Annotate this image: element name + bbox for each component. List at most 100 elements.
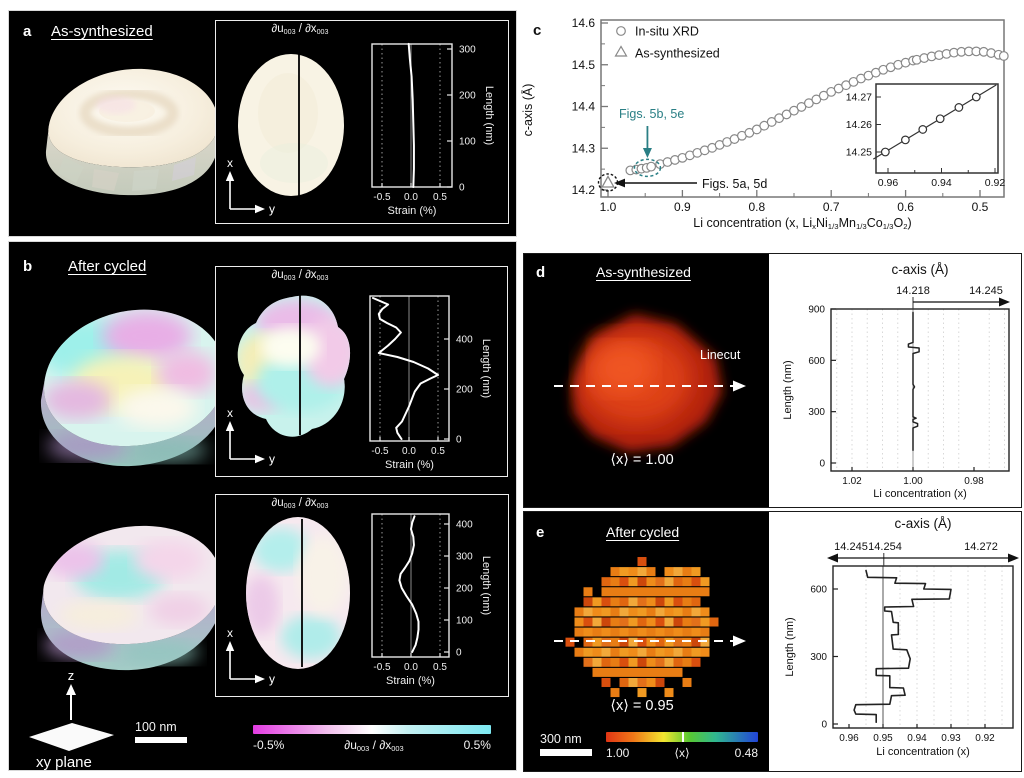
- panel-d-plot-area: 1.02 1.00 0.98 0 300 600 900 Li concentration (…: [769, 254, 1021, 507]
- svg-text:Strain (%): Strain (%): [385, 459, 434, 471]
- particle-3d-cycled-bottom: [40, 525, 222, 671]
- svg-text:c-axis (Å): c-axis (Å): [895, 516, 952, 531]
- z-axis-xy-plane-icon: z xy plane: [29, 668, 114, 770]
- svg-text:As-synthesized: As-synthesized: [635, 47, 720, 61]
- svg-text:0.94: 0.94: [931, 177, 952, 189]
- svg-text:14.26: 14.26: [846, 119, 872, 131]
- svg-text:0: 0: [459, 183, 465, 194]
- panel-a: a As-synthesized ∂u0: [8, 10, 517, 237]
- avg-x-label-d: ⟨x⟩ = 1.00: [610, 452, 674, 468]
- panel-e: e After cycled ⟨x⟩ = 0.95 300 nm 1.00: [523, 511, 1022, 772]
- panel-e-plot-area: 0.96 0.95 0.94 0.93 0.92 0 300 600 Li concentrat…: [769, 512, 1021, 771]
- c-axis-xlabel: Li concentration (x, LixNi1/3Mn1/3Co1/3O…: [693, 216, 912, 231]
- panel-e-image-area: e After cycled ⟨x⟩ = 0.95 300 nm 1.00: [524, 512, 769, 771]
- svg-text:0.7: 0.7: [823, 200, 840, 214]
- strain-map-title-b2: ∂u003 / ∂x003: [271, 497, 329, 510]
- svg-text:Strain (%): Strain (%): [388, 205, 437, 217]
- svg-text:0.0: 0.0: [402, 446, 416, 457]
- panel-e-label: e: [536, 524, 545, 541]
- strain-colorbar-min: -0.5%: [253, 738, 285, 752]
- svg-text:0.96: 0.96: [839, 733, 859, 744]
- svg-text:x: x: [227, 406, 233, 420]
- svg-text:600: 600: [810, 585, 827, 596]
- svg-text:Length (nm): Length (nm): [480, 556, 492, 615]
- strain-profile-plot-b2: -0.5 0.0 0.5 0 100 200 300 400 Strain (%) Length …: [371, 513, 492, 687]
- x-colorbar-label: ⟨x⟩: [674, 746, 690, 760]
- svg-text:Length (nm): Length (nm): [480, 339, 492, 398]
- panel-d-title: As-synthesized: [596, 264, 691, 280]
- svg-text:z: z: [68, 668, 75, 683]
- svg-text:0.5: 0.5: [431, 446, 445, 457]
- svg-text:14.4: 14.4: [572, 100, 596, 114]
- panel-d-label: d: [536, 264, 546, 281]
- scalebar-300nm: 300 nm: [540, 732, 592, 756]
- svg-text:14.218: 14.218: [896, 285, 930, 297]
- svg-text:-0.5: -0.5: [373, 662, 391, 673]
- svg-text:300: 300: [459, 45, 476, 56]
- particle-3d-as-synthesized: [45, 68, 218, 196]
- svg-text:x: x: [227, 626, 233, 640]
- svg-text:Length (nm): Length (nm): [483, 86, 495, 145]
- svg-text:100: 100: [456, 616, 473, 627]
- linecut-arrow-e: [554, 635, 746, 647]
- svg-text:Length (nm): Length (nm): [782, 360, 794, 419]
- svg-text:y: y: [269, 452, 275, 466]
- svg-text:0.94: 0.94: [907, 733, 927, 744]
- xy-axes-icon: x y: [225, 406, 275, 466]
- svg-text:200: 200: [456, 584, 473, 595]
- svg-text:0.93: 0.93: [941, 733, 961, 744]
- svg-text:900: 900: [808, 305, 825, 316]
- svg-text:1.02: 1.02: [842, 476, 862, 487]
- strain-map-title-a: ∂u003 / ∂x003: [271, 23, 329, 36]
- strain-map-b1: x y -0.5 0.0 0.5 0 200 400 Strain (%) Length (n…: [225, 291, 492, 471]
- svg-text:0.92: 0.92: [985, 177, 1006, 189]
- svg-text:200: 200: [459, 91, 476, 102]
- svg-text:0: 0: [819, 459, 825, 470]
- panel-b-label: b: [23, 258, 33, 275]
- svg-text:Strain (%): Strain (%): [386, 675, 435, 687]
- svg-text:0.9: 0.9: [674, 200, 691, 214]
- li-profile-chart-e: 0.96 0.95 0.94 0.93 0.92 0 300 600 Li concentrat…: [784, 516, 1019, 758]
- svg-text:0.96: 0.96: [878, 177, 899, 189]
- svg-text:0: 0: [821, 720, 827, 731]
- svg-text:14.272: 14.272: [964, 541, 998, 553]
- xy-axes-icon: x y: [225, 626, 275, 686]
- svg-text:14.245: 14.245: [834, 541, 868, 553]
- svg-text:Figs. 5b, 5e: Figs. 5b, 5e: [619, 107, 684, 121]
- svg-text:0.8: 0.8: [748, 200, 765, 214]
- particle-li-map-cycled: [565, 557, 719, 698]
- panel-a-label: a: [23, 23, 32, 40]
- x-colorbar-gradient: [606, 732, 758, 742]
- svg-text:0.5: 0.5: [972, 200, 989, 214]
- svg-text:0: 0: [456, 648, 462, 659]
- linecut-label: Linecut: [700, 348, 741, 362]
- strain-map-title-b1: ∂u003 / ∂x003: [271, 269, 329, 282]
- svg-text:300: 300: [810, 652, 827, 663]
- svg-text:xy plane: xy plane: [36, 754, 92, 770]
- strain-map-box-b1: ∂u003 / ∂x003: [215, 266, 508, 477]
- svg-text:200: 200: [456, 385, 473, 396]
- x-colorbar-max: 0.48: [734, 746, 758, 760]
- scalebar-100nm: 100 nm: [135, 720, 187, 743]
- panel-c: c 1.0 0.9 0.8 0.7 0.6 0.5 14.2 14.3 14.4 14.5 14.6…: [521, 0, 1024, 250]
- svg-text:0.5: 0.5: [433, 662, 447, 673]
- svg-text:c-axis (Å): c-axis (Å): [521, 84, 535, 137]
- strain-colorbar: -0.5% ∂u003 / ∂x003 0.5%: [253, 725, 491, 753]
- panel-b-title: After cycled: [68, 258, 147, 275]
- svg-text:14.2: 14.2: [572, 183, 596, 197]
- panel-a-title: As-synthesized: [51, 23, 153, 40]
- svg-text:300: 300: [808, 407, 825, 418]
- svg-text:14.27: 14.27: [846, 92, 872, 104]
- svg-text:Li concentration (x): Li concentration (x): [876, 746, 970, 758]
- svg-text:In-situ XRD: In-situ XRD: [635, 25, 699, 39]
- svg-text:y: y: [269, 202, 275, 216]
- strain-map-box-a: ∂u003 / ∂x003 x y -0.5 0.0 0.5 0 100 200 300 St…: [215, 20, 509, 224]
- svg-text:400: 400: [456, 520, 473, 531]
- svg-text:1.0: 1.0: [600, 200, 617, 214]
- svg-text:0.95: 0.95: [873, 733, 893, 744]
- svg-text:Figs. 5a, 5d: Figs. 5a, 5d: [702, 177, 767, 191]
- svg-text:100: 100: [459, 137, 476, 148]
- svg-text:14.3: 14.3: [572, 141, 596, 155]
- svg-text:14.25: 14.25: [846, 147, 872, 159]
